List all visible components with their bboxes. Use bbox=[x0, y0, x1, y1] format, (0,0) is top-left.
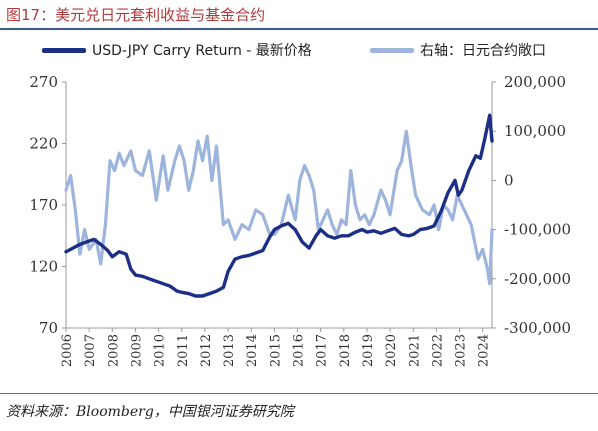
x-tick-label: 2023 bbox=[454, 334, 469, 367]
y-right-tick-label: -100,000 bbox=[504, 221, 571, 239]
legend-label-yen-exposure: 右轴：日元合约敞口 bbox=[420, 43, 546, 59]
y-right-tick-label: 100,000 bbox=[504, 122, 566, 140]
x-tick-label: 2012 bbox=[199, 334, 214, 367]
chart-legend: USD-JPY Carry Return - 最新价格 右轴：日元合约敞口 bbox=[0, 40, 598, 66]
legend-item-yen-exposure: 右轴：日元合约敞口 bbox=[370, 40, 546, 60]
x-tick-label: 2008 bbox=[106, 334, 121, 367]
title-divider bbox=[0, 28, 598, 30]
x-tick-label: 2018 bbox=[338, 334, 353, 367]
x-tick-label: 2017 bbox=[315, 334, 330, 367]
series-line-yen-exposure bbox=[64, 129, 494, 286]
legend-swatch-yen-exposure bbox=[370, 47, 414, 53]
y-right-tick-label: 0 bbox=[504, 171, 514, 189]
y-left-tick-label: 270 bbox=[29, 73, 58, 91]
y-left-tick-label: 170 bbox=[29, 196, 58, 214]
y-right-tick-label: -300,000 bbox=[504, 319, 571, 337]
legend-item-carry-return: USD-JPY Carry Return - 最新价格 bbox=[42, 40, 312, 60]
x-tick-label: 2019 bbox=[361, 334, 376, 367]
x-tick-label: 2016 bbox=[292, 334, 307, 367]
y-left-tick-label: 70 bbox=[39, 319, 58, 337]
x-tick-label: 2007 bbox=[83, 334, 98, 367]
x-tick-label: 2014 bbox=[245, 334, 260, 367]
x-tick-label: 2022 bbox=[430, 334, 445, 367]
x-tick-label: 2015 bbox=[268, 334, 283, 367]
x-tick-label: 2020 bbox=[384, 334, 399, 367]
source-note: 资料来源：Bloomberg，中国银河证券研究院 bbox=[6, 404, 294, 420]
legend-swatch-carry-return bbox=[42, 47, 86, 53]
x-tick-label: 2010 bbox=[153, 334, 168, 367]
x-tick-label: 2013 bbox=[222, 334, 237, 367]
x-tick-label: 2006 bbox=[60, 334, 75, 367]
y-right-tick-label: 200,000 bbox=[504, 73, 566, 91]
series-line-carry-return bbox=[64, 113, 494, 298]
x-tick-label: 2024 bbox=[477, 334, 492, 367]
dual-axis-line-chart: 70 120 170 220 270 -300,000 -200,000 -100,000 0 1… bbox=[29, 73, 571, 367]
x-tick-label: 2011 bbox=[176, 334, 191, 367]
footer-divider bbox=[0, 393, 598, 394]
y-left-tick-label: 220 bbox=[29, 135, 58, 153]
y-right-tick-label: -200,000 bbox=[504, 270, 571, 288]
x-tick-label: 2009 bbox=[129, 334, 144, 367]
x-tick-label: 2021 bbox=[407, 334, 422, 367]
y-left-tick-label: 120 bbox=[29, 258, 58, 276]
figure-title: 图17：美元兑日元套利收益与基金合约 bbox=[6, 6, 266, 24]
legend-label-carry-return: USD-JPY Carry Return - 最新价格 bbox=[92, 43, 312, 59]
